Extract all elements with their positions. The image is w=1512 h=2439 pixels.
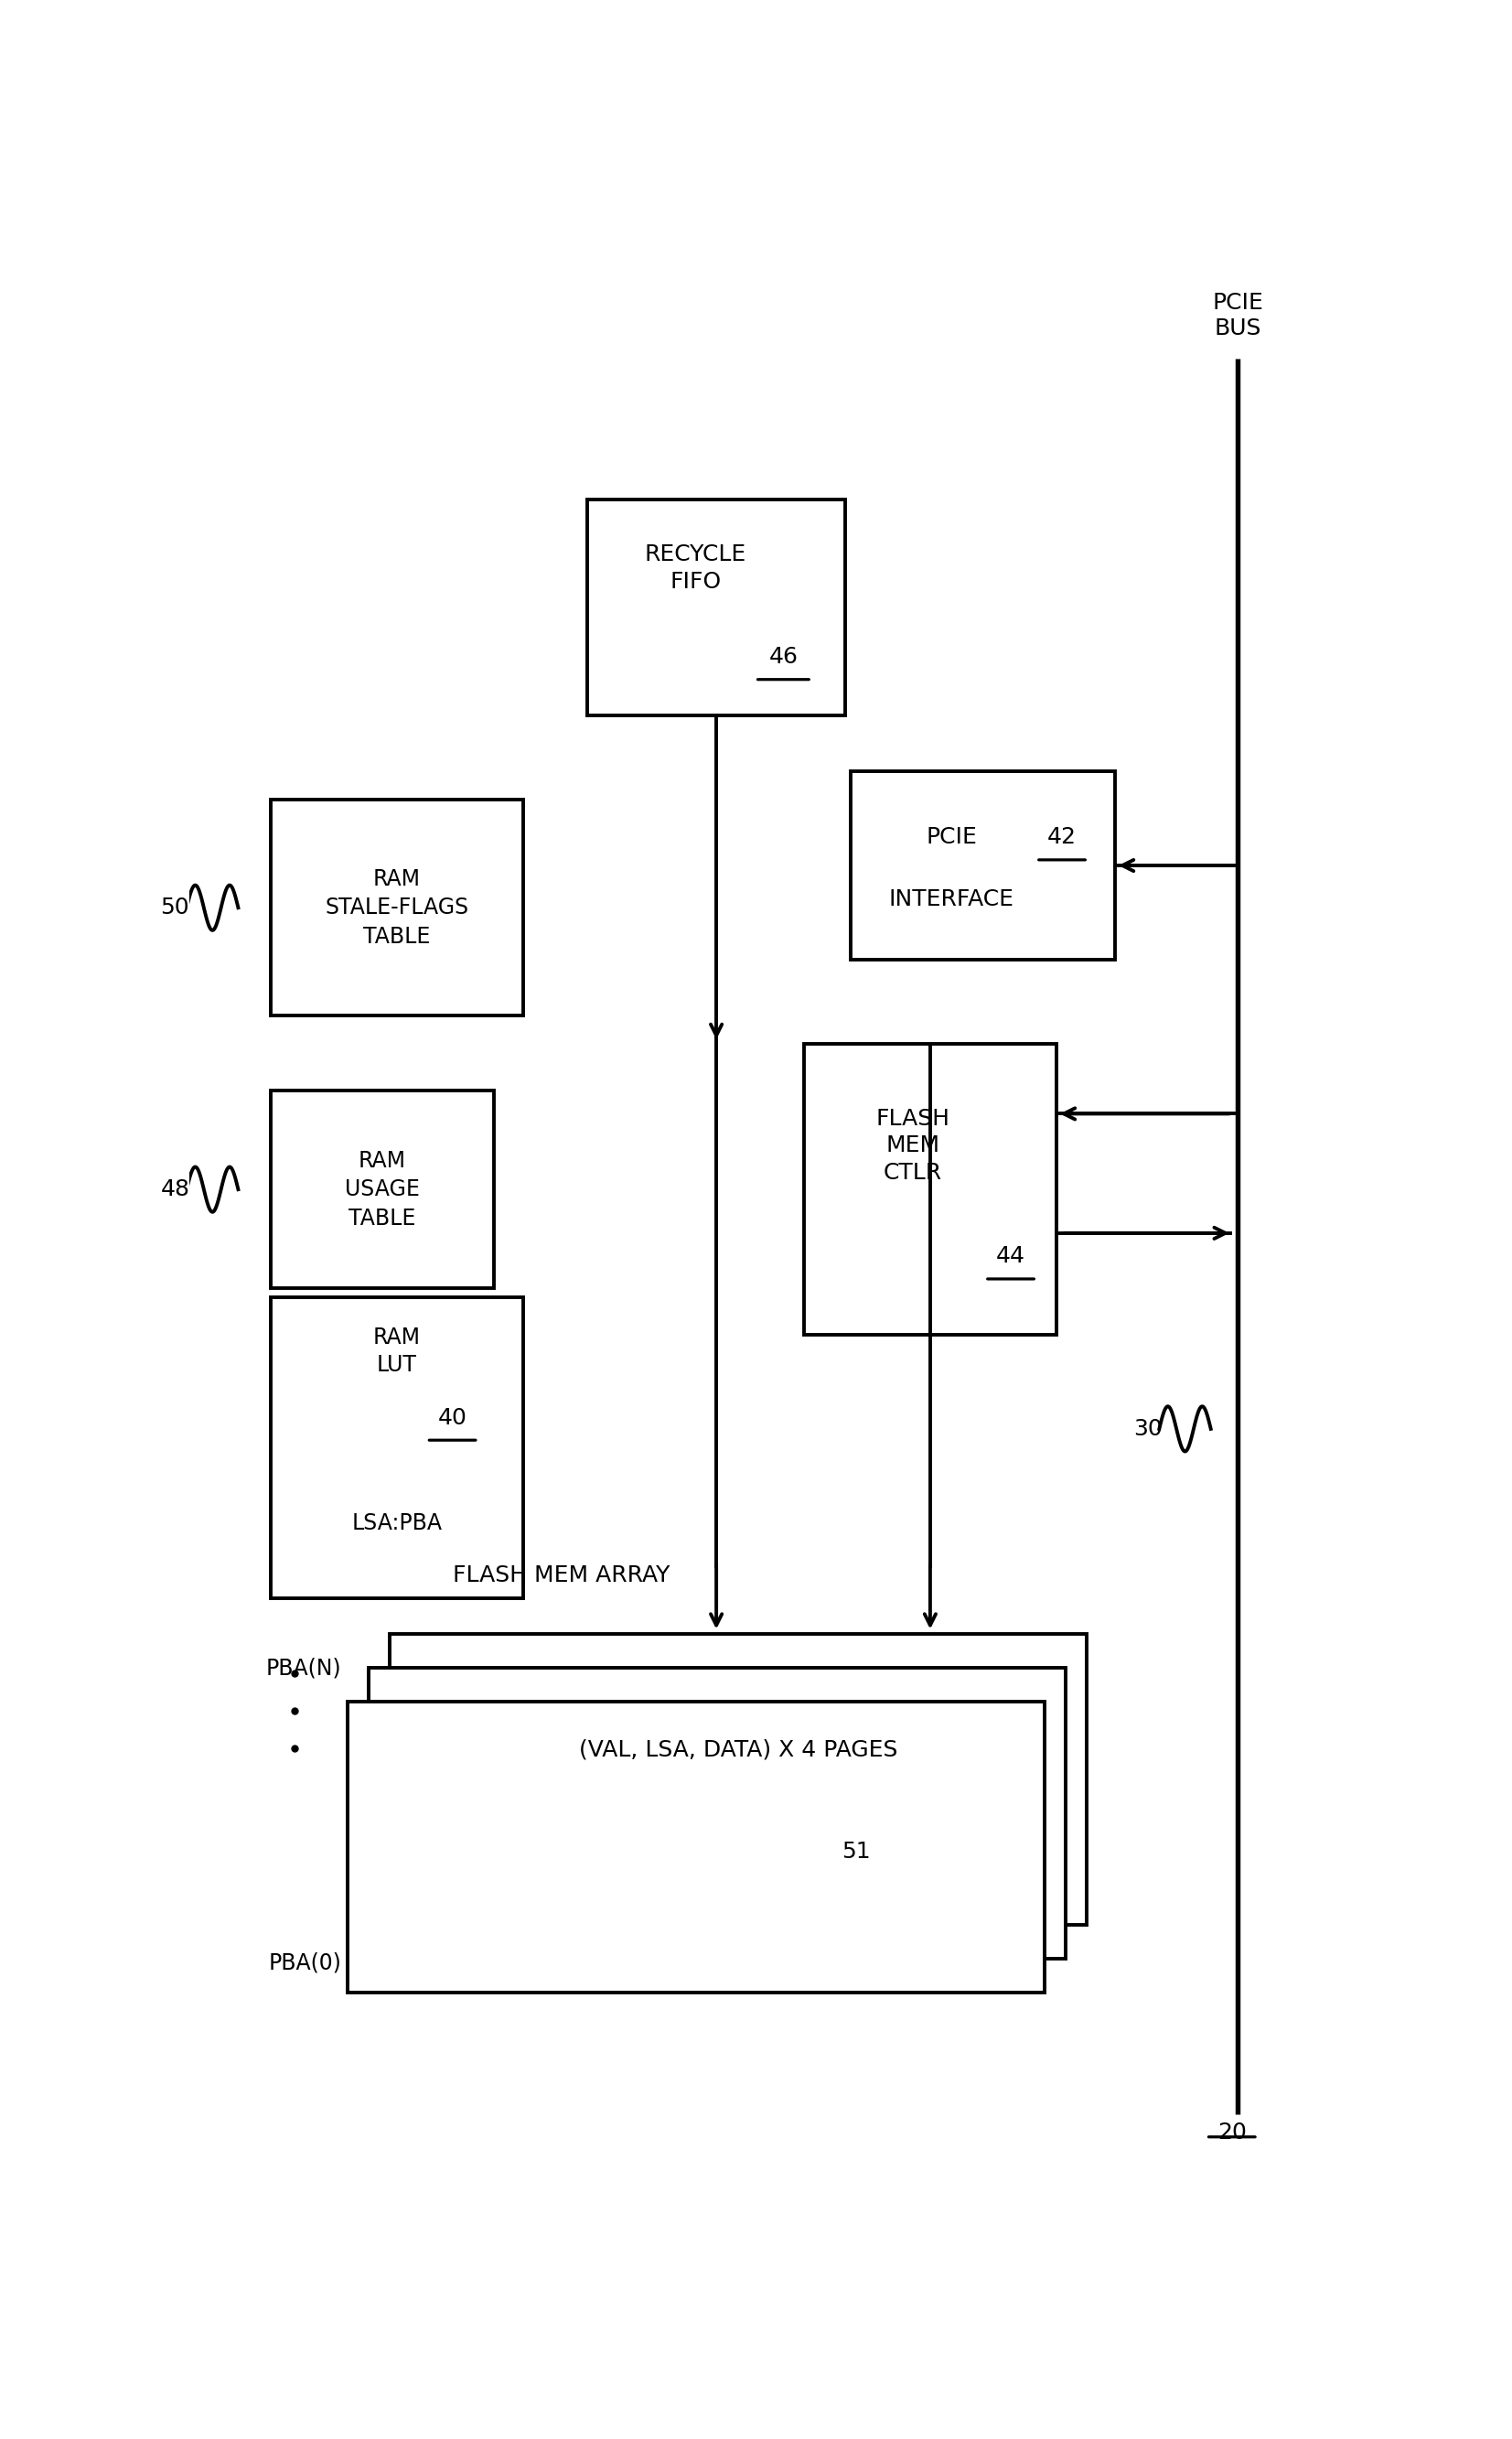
Bar xyxy=(271,800,523,1015)
Bar xyxy=(390,1634,1087,1924)
Text: RAM
LUT: RAM LUT xyxy=(373,1327,420,1376)
Text: FLASH MEM ARRAY: FLASH MEM ARRAY xyxy=(452,1566,670,1588)
Text: PBA(0): PBA(0) xyxy=(268,1951,342,1973)
Text: 20: 20 xyxy=(1217,2122,1246,2144)
Text: 50: 50 xyxy=(160,898,189,920)
Text: PCIE: PCIE xyxy=(925,827,977,849)
Text: INTERFACE: INTERFACE xyxy=(889,888,1015,910)
Bar xyxy=(588,500,845,715)
Text: (VAL, LSA, DATA) X 4 PAGES: (VAL, LSA, DATA) X 4 PAGES xyxy=(579,1739,897,1761)
Text: RAM
STALE-FLAGS
TABLE: RAM STALE-FLAGS TABLE xyxy=(325,868,469,949)
Text: 44: 44 xyxy=(996,1246,1025,1268)
Bar xyxy=(271,1090,494,1288)
Bar xyxy=(369,1668,1066,1959)
Text: RECYCLE
FIFO: RECYCLE FIFO xyxy=(644,544,747,593)
Text: RAM
USAGE
TABLE: RAM USAGE TABLE xyxy=(345,1149,420,1229)
Bar xyxy=(851,771,1114,959)
Text: LSA:PBA: LSA:PBA xyxy=(352,1512,443,1534)
Text: 48: 48 xyxy=(160,1178,189,1200)
Text: 30: 30 xyxy=(1132,1417,1163,1439)
Bar xyxy=(271,1298,523,1598)
Text: 51: 51 xyxy=(842,1841,871,1863)
Bar xyxy=(804,1044,1055,1334)
Text: 46: 46 xyxy=(768,646,798,668)
Text: PBA(N): PBA(N) xyxy=(266,1659,342,1680)
Text: PCIE
BUS: PCIE BUS xyxy=(1213,293,1264,339)
Text: 42: 42 xyxy=(1048,827,1077,849)
Text: 40: 40 xyxy=(438,1407,467,1429)
Text: FLASH
MEM
CTLR: FLASH MEM CTLR xyxy=(875,1107,950,1183)
Bar xyxy=(348,1702,1045,1993)
